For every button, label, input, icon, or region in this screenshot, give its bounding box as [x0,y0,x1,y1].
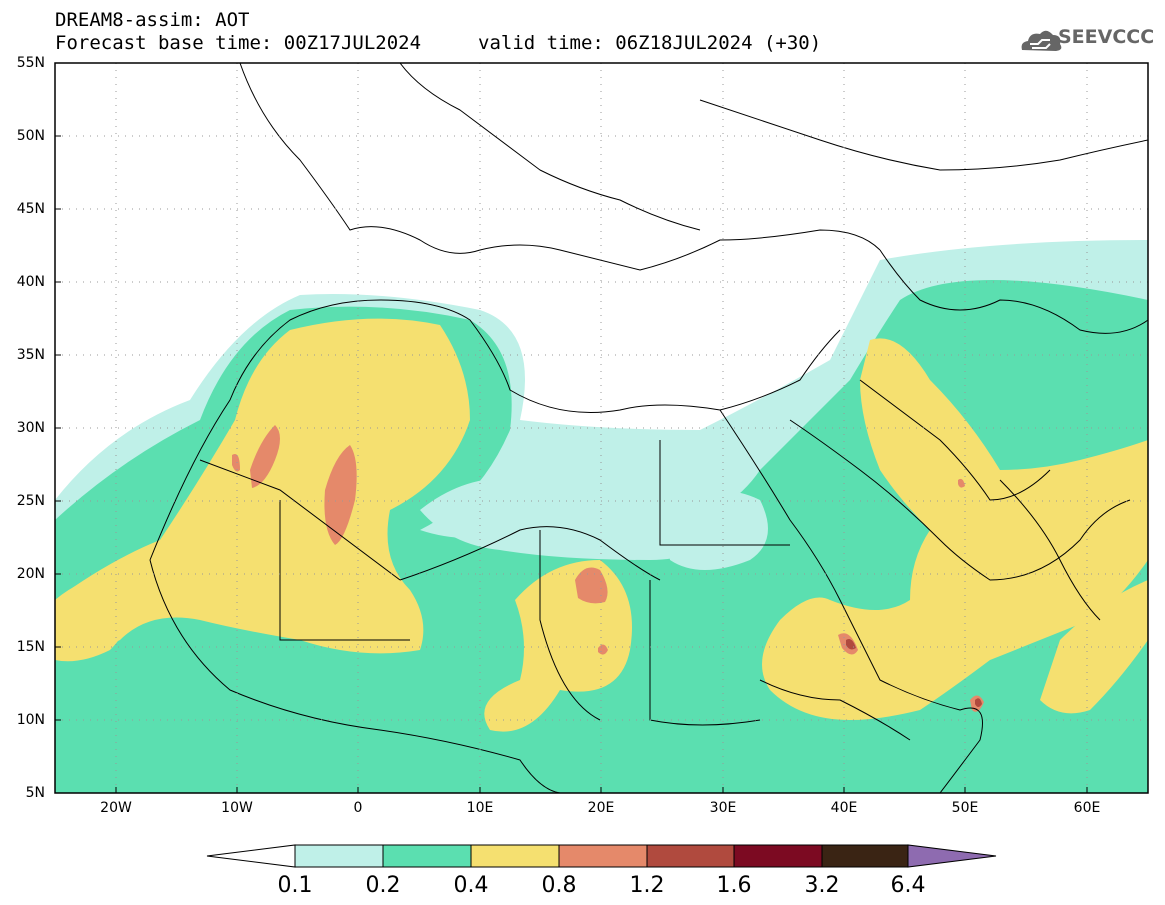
lat-label: 20N [16,566,45,582]
lon-label: 10W [221,800,253,816]
lat-label: 30N [16,420,45,436]
lat-label: 10N [16,712,45,728]
colorbar-tick-label: 6.4 [890,873,926,898]
lon-label: 40E [830,800,858,816]
lat-label: 5N [25,785,45,801]
aot-band-0.4-arabian-sea [1040,580,1148,714]
colorbar-box-4 [558,844,648,868]
lat-label: 25N [16,493,45,509]
lat-label: 15N [16,639,45,655]
colorbar-box-1 [294,844,384,868]
lon-label: 20E [587,800,615,816]
lat-label: 40N [16,274,45,290]
aot-band-0.4-arabia [762,338,1148,720]
lon-label: 20W [100,800,132,816]
aot-band-1.2-somalia [975,698,982,707]
colorbar-under-arrow [206,844,296,868]
colorbar-tick-label: 0.8 [541,873,577,898]
colorbar-tick-label: 3.2 [804,873,840,898]
chart-title: DREAM8-assim: AOT [55,9,250,31]
gridlines [55,63,1148,793]
lon-label: 10E [466,800,494,816]
aot-band-0.4-sahara [55,318,470,654]
lon-label: 30E [709,800,737,816]
lat-label: 50N [16,128,45,144]
colorbar-box-7 [821,844,909,868]
lon-label: 50E [951,800,979,816]
aot-band-0.8-gulf [958,478,965,488]
forecast-base-time: Forecast base time: 00Z17JUL2024 [55,32,422,54]
colorbar-box-2 [382,844,472,868]
cloud-icon [1021,30,1062,51]
colorbar-tick-label: 1.2 [629,873,665,898]
colorbar-over-arrow [907,844,997,868]
colorbar-box-6 [733,844,823,868]
lat-label: 35N [16,347,45,363]
aot-band-0.8-morocco [250,425,280,488]
colorbar [206,844,997,868]
colorbar-box-3 [470,844,560,868]
lat-label: 55N [16,55,45,71]
colorbar-tick-label: 1.6 [716,873,752,898]
lat-label: 45N [16,201,45,217]
aot-band-0.4-coast [55,577,133,662]
valid-time: valid time: 06Z18JUL2024 (+30) [478,32,822,54]
aot-band-0.8-wsahara [232,454,240,472]
aot-band-0.8-algeria [324,445,357,545]
coastlines [149,63,1148,793]
aot-hole-libya [420,470,720,560]
logo-text: SEEVCCC [1058,26,1155,48]
colorbar-tick-label: 0.4 [453,873,489,898]
colorbar-tick-label: 0.2 [365,873,401,898]
colorbar-tick-label: 0.1 [277,873,313,898]
lon-label: 60E [1073,800,1101,816]
colorbar-box-5 [646,844,735,868]
lon-label: 0 [353,800,363,816]
aot-field [55,240,1148,793]
axis-ticks [55,62,1088,793]
aot-band-0.8-chad2 [598,644,608,655]
aot-hole-east [660,490,768,570]
aot-band-0.8-tibesti [575,567,608,604]
